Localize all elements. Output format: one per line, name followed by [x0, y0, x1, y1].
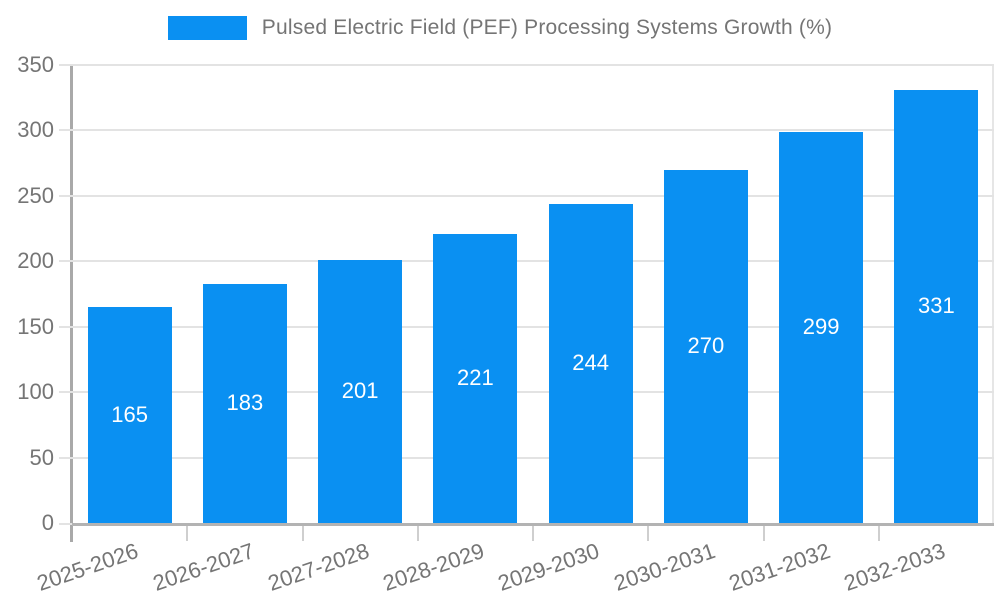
gridline-y-100 — [59, 391, 994, 394]
y-axis-tick-label: 350 — [17, 52, 54, 77]
x-axis-category-label: 2030-2031 — [610, 538, 719, 596]
gridline-y-50 — [59, 456, 994, 459]
x-axis-tick — [186, 526, 189, 541]
bar-2031-2032[interactable]: 299 — [779, 131, 864, 523]
y-axis-tick-label: 100 — [17, 379, 54, 405]
bar-value-label: 165 — [111, 402, 148, 428]
gridline-y-300 — [59, 129, 994, 132]
y-axis-line — [70, 65, 73, 542]
gridline-y-200 — [59, 260, 994, 263]
bar-value-label: 183 — [226, 390, 264, 416]
x-axis-tick — [762, 526, 765, 541]
legend-swatch-icon — [167, 16, 247, 40]
gridline-y-150 — [59, 325, 994, 328]
x-axis-tick — [416, 526, 419, 541]
legend-series-label: Pulsed Electric Field (PEF) Processing S… — [261, 16, 833, 39]
gridline-y-350 — [59, 64, 994, 66]
bar-2026-2027[interactable]: 183 — [202, 283, 287, 523]
bar-value-label: 299 — [802, 314, 840, 340]
x-axis-category-label: 2027-2028 — [264, 538, 373, 596]
x-axis-category-label: 2025-2026 — [34, 538, 142, 596]
y-axis-tick-label: 150 — [17, 313, 54, 339]
gridline-y-250 — [59, 194, 994, 197]
x-axis-category-label: 2028-2029 — [379, 538, 488, 596]
x-axis-category-label: 2026-2027 — [149, 538, 258, 596]
x-axis-category-label: 2029-2030 — [495, 538, 603, 596]
y-axis-tick-label: 250 — [17, 182, 54, 208]
bar-2025-2026[interactable]: 165 — [87, 307, 172, 523]
y-axis-zero-tick — [59, 523, 72, 525]
bar-2032-2033[interactable]: 331 — [894, 89, 979, 523]
y-axis-tick-label: 300 — [17, 117, 54, 143]
x-axis-tick — [301, 526, 304, 541]
bar-value-label: 270 — [687, 333, 725, 359]
chart-legend[interactable]: Pulsed Electric Field (PEF) Processing S… — [0, 16, 1000, 40]
bar-value-label: 201 — [341, 378, 379, 404]
bar-value-label: 221 — [457, 365, 494, 391]
x-axis-tick — [877, 526, 880, 541]
plot-right-border — [992, 65, 994, 523]
bar-2027-2028[interactable]: 201 — [318, 259, 403, 523]
y-axis-tick-label: 0 — [41, 510, 54, 535]
y-axis-tick-label: 200 — [17, 248, 54, 274]
bar-value-label: 331 — [918, 293, 955, 319]
x-axis-tick — [647, 526, 650, 541]
x-axis-category-label: 2031-2032 — [725, 538, 834, 596]
y-axis-tick-label: 50 — [29, 444, 54, 470]
bar-2029-2030[interactable]: 244 — [548, 203, 633, 523]
x-axis-category-label: 2032-2033 — [840, 538, 949, 596]
plot-area: 0 50 100 150 200 250 300 350 165 2025-2026 183 2026… — [17, 52, 994, 596]
x-axis-baseline — [72, 523, 994, 526]
bar-value-label: 244 — [572, 350, 609, 376]
x-axis-tick — [532, 526, 534, 541]
bar-2030-2031[interactable]: 270 — [663, 169, 748, 523]
bar-2028-2029[interactable]: 221 — [433, 233, 518, 523]
